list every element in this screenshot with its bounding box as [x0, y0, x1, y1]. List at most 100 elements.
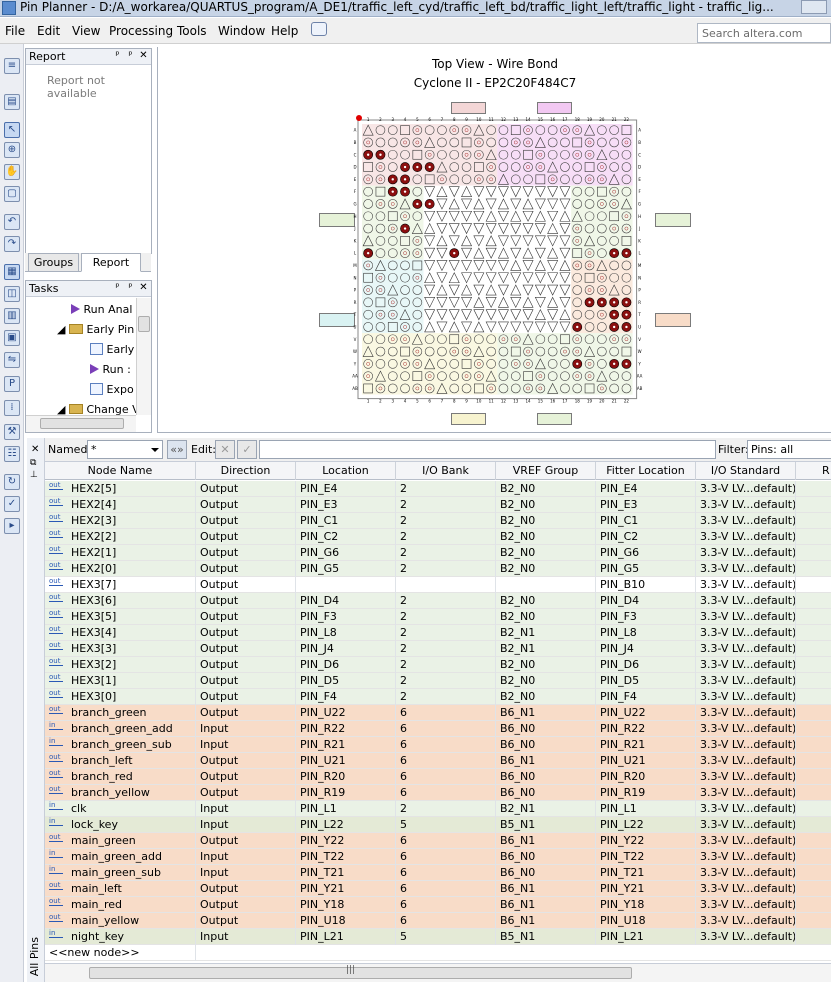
task-item[interactable]: Run Anal: [71, 303, 132, 316]
direction-cell[interactable]: Output: [196, 481, 296, 497]
io-standard-cell[interactable]: 3.3-V LV...default): [696, 833, 796, 849]
io-bank-cell[interactable]: 2: [396, 561, 496, 577]
r-cell[interactable]: [796, 561, 831, 577]
node-name-cell[interactable]: in main_green_add: [45, 849, 196, 865]
vref-group-cell[interactable]: B2_N0: [496, 689, 596, 705]
edit-field[interactable]: [259, 440, 716, 459]
scroll-thumb[interactable]: [40, 418, 124, 429]
vref-group-cell[interactable]: B2_N1: [496, 641, 596, 657]
package-icon[interactable]: ▣: [4, 330, 20, 346]
r-cell[interactable]: [796, 481, 831, 497]
node-name-cell[interactable]: out HEX2[2]: [45, 529, 196, 545]
menu-edit[interactable]: Edit: [37, 24, 61, 38]
io-standard-cell[interactable]: 3.3-V LV...default): [696, 545, 796, 561]
node-name-cell[interactable]: in clk: [45, 801, 196, 817]
location-cell[interactable]: PIN_D6: [296, 657, 396, 673]
task-item[interactable]: Early: [90, 343, 134, 356]
undo-icon[interactable]: ↶: [4, 214, 20, 230]
col-r[interactable]: R: [796, 462, 831, 480]
r-cell[interactable]: [796, 849, 831, 865]
io-bank-cell[interactable]: 2: [396, 545, 496, 561]
expand-icon[interactable]: ◢: [57, 323, 66, 336]
table-row[interactable]: in main_green_sub Input PIN_T21 6 B6_N0 PIN_T2…: [45, 865, 831, 881]
io-standard-cell[interactable]: 3.3-V LV...default): [696, 641, 796, 657]
io-bank-cell[interactable]: 6: [396, 897, 496, 913]
named-combo[interactable]: *: [87, 440, 163, 459]
direction-cell[interactable]: Output: [196, 897, 296, 913]
direction-cell[interactable]: Output: [196, 705, 296, 721]
node-name-cell[interactable]: out HEX3[7]: [45, 577, 196, 593]
node-name-cell[interactable]: out branch_red: [45, 769, 196, 785]
direction-cell[interactable]: Output: [196, 561, 296, 577]
io-bank-cell[interactable]: 2: [396, 593, 496, 609]
fitter-location-cell[interactable]: PIN_U21: [596, 753, 696, 769]
fitter-location-cell[interactable]: PIN_Y18: [596, 897, 696, 913]
location-cell[interactable]: PIN_L8: [296, 625, 396, 641]
pin-icon[interactable]: ᵖ: [128, 50, 133, 61]
direction-cell[interactable]: Output: [196, 881, 296, 897]
tools-icon[interactable]: ⚒: [4, 424, 20, 440]
io-standard-cell[interactable]: 3.3-V LV...default): [696, 865, 796, 881]
fitter-location-cell[interactable]: PIN_L22: [596, 817, 696, 833]
io-bank-cell[interactable]: 6: [396, 881, 496, 897]
r-cell[interactable]: [796, 513, 831, 529]
r-cell[interactable]: [796, 881, 831, 897]
select-tool-icon[interactable]: ↖: [4, 122, 20, 138]
io-bank-cell[interactable]: 2: [396, 689, 496, 705]
node-name-cell[interactable]: out HEX3[6]: [45, 593, 196, 609]
table-row[interactable]: out HEX3[6] Output PIN_D4 2 B2_N0 PIN_D4 3.3-V …: [45, 593, 831, 609]
location-cell[interactable]: PIN_U22: [296, 705, 396, 721]
fitter-location-cell[interactable]: PIN_D6: [596, 657, 696, 673]
fitter-location-cell[interactable]: PIN_J4: [596, 641, 696, 657]
location-cell[interactable]: PIN_E4: [296, 481, 396, 497]
io-bank-cell[interactable]: 6: [396, 865, 496, 881]
redo-icon[interactable]: ↷: [4, 236, 20, 252]
vref-group-cell[interactable]: B2_N1: [496, 625, 596, 641]
location-cell[interactable]: PIN_C2: [296, 529, 396, 545]
location-cell[interactable]: PIN_Y21: [296, 881, 396, 897]
io-standard-cell[interactable]: 3.3-V LV...default): [696, 625, 796, 641]
location-cell[interactable]: PIN_F4: [296, 689, 396, 705]
io-bank-cell[interactable]: [396, 577, 496, 593]
io-bank-cell[interactable]: 2: [396, 609, 496, 625]
table-row[interactable]: out HEX2[3] Output PIN_C1 2 B2_N0 PIN_C1 3.3-V …: [45, 513, 831, 529]
io-bank-cell[interactable]: 6: [396, 705, 496, 721]
location-cell[interactable]: PIN_Y22: [296, 833, 396, 849]
location-cell[interactable]: PIN_R21: [296, 737, 396, 753]
io-bank-icon[interactable]: ▥: [4, 308, 20, 324]
table-icon[interactable]: ☷: [4, 446, 20, 462]
io-standard-cell[interactable]: 3.3-V LV...default): [696, 737, 796, 753]
table-row[interactable]: out HEX2[1] Output PIN_G6 2 B2_N0 PIN_G6 3.3-V …: [45, 545, 831, 561]
io-bank-cell[interactable]: 6: [396, 753, 496, 769]
r-cell[interactable]: [796, 865, 831, 881]
r-cell[interactable]: [796, 545, 831, 561]
direction-cell[interactable]: Input: [196, 737, 296, 753]
vref-group-cell[interactable]: B6_N1: [496, 705, 596, 721]
r-cell[interactable]: [796, 929, 831, 945]
vref-group-cell[interactable]: B6_N1: [496, 753, 596, 769]
filter-combo[interactable]: Pins: all: [747, 440, 831, 459]
r-cell[interactable]: [796, 785, 831, 801]
task-item[interactable]: ◢ Early Pin: [57, 323, 134, 336]
col-vref-group[interactable]: VREF Group: [496, 462, 596, 480]
io-standard-cell[interactable]: 3.3-V LV...default): [696, 689, 796, 705]
tab-report[interactable]: Report: [81, 253, 141, 272]
location-cell[interactable]: PIN_U21: [296, 753, 396, 769]
vref-group-cell[interactable]: B2_N0: [496, 529, 596, 545]
fitter-location-cell[interactable]: PIN_F4: [596, 689, 696, 705]
col-io-standard[interactable]: I/O Standard: [696, 462, 796, 480]
accept-edit-button[interactable]: ✓: [237, 440, 257, 459]
io-standard-cell[interactable]: 3.3-V LV...default): [696, 721, 796, 737]
pin-icon[interactable]: ᵖ: [128, 282, 133, 293]
location-cell[interactable]: PIN_J4: [296, 641, 396, 657]
search-input[interactable]: Search altera.com: [697, 23, 831, 43]
r-cell[interactable]: [796, 529, 831, 545]
fitter-location-cell[interactable]: PIN_D5: [596, 673, 696, 689]
vref-group-cell[interactable]: B2_N0: [496, 593, 596, 609]
io-bank-cell[interactable]: 2: [396, 801, 496, 817]
task-item[interactable]: ◢ Change V: [57, 403, 140, 416]
table-row[interactable]: in branch_green_sub Input PIN_R21 6 B6_N0 PIN_…: [45, 737, 831, 753]
node-name-cell[interactable]: in night_key: [45, 929, 196, 945]
grid-icon[interactable]: ⁞: [4, 400, 20, 416]
fitter-location-cell[interactable]: PIN_T22: [596, 849, 696, 865]
